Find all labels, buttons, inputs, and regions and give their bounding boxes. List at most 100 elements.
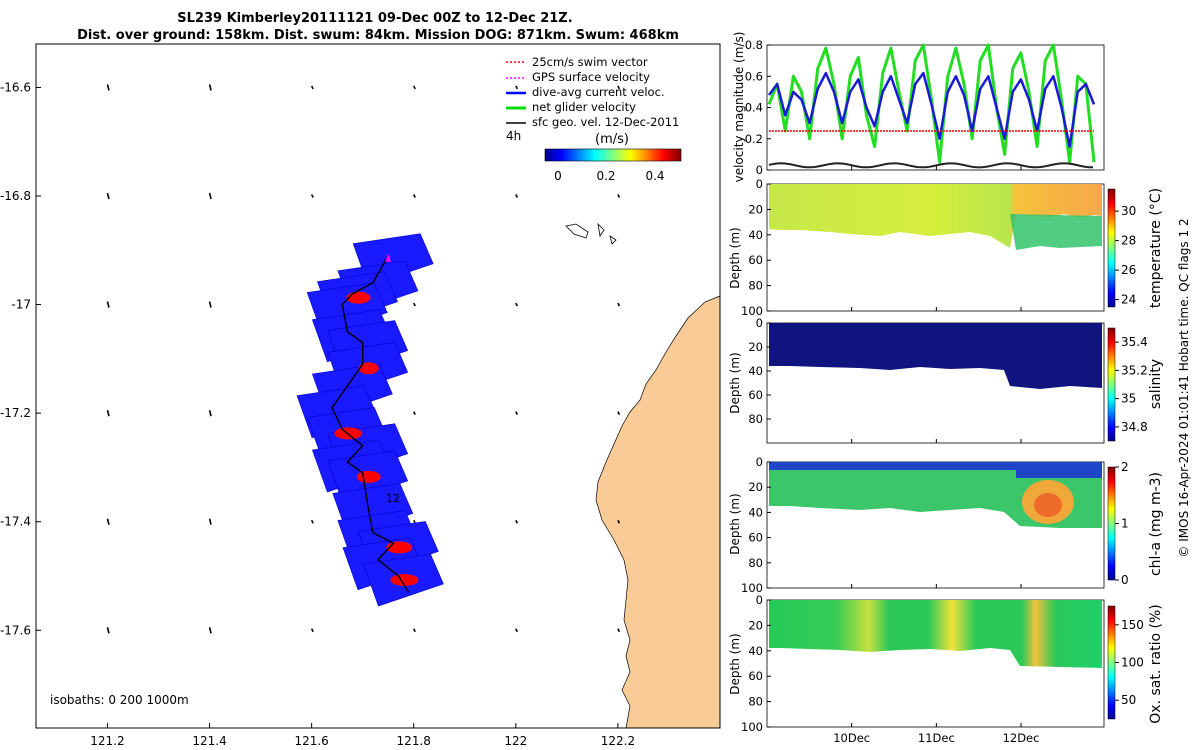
current-vector-1-3 [413,194,416,198]
map-x-tick-2: 121.6 [294,734,328,748]
panel0-depth-tick-1: 20 [748,202,763,216]
current-vector-4-4 [515,519,519,524]
velocity-y-tick-1: 0.2 [745,132,763,146]
current-vector-0-2 [310,85,314,90]
land-label: 12 [386,492,400,505]
island-1 [565,223,589,239]
figure-title-line2: Dist. over ground: 158km. Dist. swum: 84… [77,28,679,43]
velocity-y-tick-4: 0.8 [745,38,763,52]
chla-surface-layer [769,462,1102,478]
time-tick-0: 10Dec [833,731,870,745]
panel0-cbar-tick-3: 30 [1121,204,1136,218]
time-tick-1: 11Dec [918,731,955,745]
map-x-tick-3: 121.8 [397,734,431,748]
panel1-depth-tick-4: 80 [748,412,763,426]
panel2-depth-tick-0: 0 [756,455,763,469]
current-vector-4-5 [617,519,621,524]
current-vector-1-5 [617,194,621,198]
panel0-cbar-tick-2: 28 [1121,234,1136,248]
map-legend: 25cm/s swim vector GPS surface velocity … [506,55,682,183]
current-vector-3-3 [413,411,416,416]
current-vector-5-0 [106,627,110,634]
legend-dive-label: dive-avg current veloc. [532,85,665,99]
panel3-cbar-tick-1: 100 [1121,656,1144,670]
current-vector-3-5 [617,411,621,416]
oxygen-clabel: Ox. sat. ratio (%) [1148,604,1164,723]
speed-colorbar [544,148,682,162]
panel0-cbar-tick-0: 24 [1121,293,1136,307]
panel1-depth-tick-0: 0 [756,316,763,330]
current-vector-5-4 [515,628,519,633]
swim-vector-patch-5 [390,574,419,586]
legend-swim-label: 25cm/s swim vector [532,55,648,69]
panel2-cbar-tick-0: 0 [1121,573,1129,587]
colorbar-title: (m/s) [595,132,629,147]
velocity-y-tick-0: 0 [756,163,763,177]
temperature-colorbar [1107,188,1116,308]
current-vector-2-4 [515,302,519,307]
map-x-ticks: 121.2 121.4 121.6 121.8 122 122.2 [90,723,635,748]
legend-gps-label: GPS surface velocity [532,70,650,84]
current-vector-2-3 [413,302,416,307]
oxygen-panel: Ox. sat. ratio (%) Depth (m) [728,599,1164,728]
current-vector-2-0 [106,301,110,308]
chla-maximum-core [1034,493,1062,517]
current-vector-4-1 [208,518,212,525]
panel3-depth-tick-2: 40 [748,644,763,658]
time-tick-2: 12Dec [1003,731,1040,745]
glider-track [331,253,410,593]
panel1-cbar-tick-1: 35 [1121,392,1136,406]
panel3-depth-tick-5: 100 [741,720,763,734]
map-y-tick-1: -16.8 [0,189,31,203]
salinity-panel: salinity Depth (m) [728,322,1164,444]
panel0-depth-tick-2: 40 [748,228,763,242]
map-y-ticks: -16.6 -16.8 -17 -17.2 -17.4 -17.6 [0,80,41,637]
panel0-depth-tick-3: 60 [748,253,763,267]
temperature-field [769,184,1102,248]
swim-vector-patch-0 [346,291,371,304]
colorbar-tick-1: 0.2 [596,169,615,183]
panel2-depth-tick-1: 20 [748,480,763,494]
current-vector-0-5 [617,85,621,90]
salinity-colorbar [1107,327,1116,442]
oxygen-field [769,600,1102,668]
chla-panel: chl-a (mg m-3) Depth (m) [728,461,1164,589]
land-mass [565,222,721,729]
current-vector-0-3 [413,85,416,90]
map-y-tick-5: -17.6 [0,623,31,637]
temperature-deep-field [1010,214,1102,250]
panel2-depth-tick-5: 100 [741,581,763,595]
oxygen-colorbar [1107,605,1116,720]
map-y-tick-4: -17.4 [0,515,31,529]
chla-colorbar [1107,466,1116,581]
current-vector-0-4 [515,85,519,90]
swim-vector-patch-3 [356,470,381,483]
map-y-tick-2: -17 [11,298,31,312]
panel2-depth-tick-3: 60 [748,531,763,545]
figure-title-line1: SL239 Kimberley20111121 09-Dec 00Z to 12… [177,11,572,26]
map-frame [35,43,721,729]
panel2-depth-tick-2: 40 [748,505,763,519]
panel2-depth-tick-4: 80 [748,556,763,570]
profile-ticks: 0204060801002426283002040608034.83535.23… [741,177,1148,734]
chla-ylabel: Depth (m) [728,493,742,554]
coastline [595,295,721,729]
temperature-clabel: temperature (°C) [1148,188,1164,308]
current-vector-4-2 [310,519,314,524]
panel0-depth-tick-5: 100 [741,304,763,318]
chla-clabel: chl-a (mg m-3) [1148,472,1164,576]
temperature-panel: temperature (°C) Depth (m) [728,183,1164,312]
panel3-depth-tick-3: 60 [748,669,763,683]
panel2-cbar-tick-1: 1 [1121,517,1129,531]
velocity-series-sfc [768,162,1094,169]
panel1-depth-tick-2: 40 [748,364,763,378]
salinity-ylabel: Depth (m) [728,352,742,413]
current-vector-1-4 [515,194,519,198]
salinity-clabel: salinity [1148,359,1164,409]
footer-credit: © IMOS 16-Apr-2024 01:01:41 Hobart time.… [1177,218,1191,557]
current-vector-5-2 [310,628,314,633]
current-vector-0-1 [208,84,212,91]
panel1-cbar-tick-0: 34.8 [1121,420,1148,434]
panel3-cbar-tick-0: 50 [1121,693,1136,707]
